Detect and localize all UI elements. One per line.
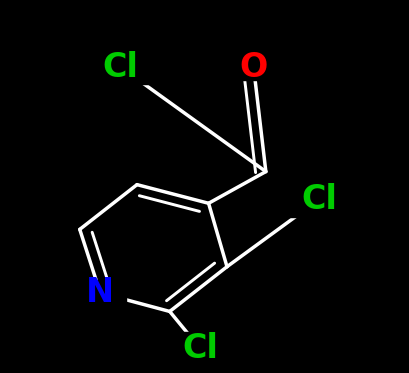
- Bar: [281, 182, 357, 217]
- Text: Cl: Cl: [301, 183, 337, 216]
- Text: Cl: Cl: [103, 51, 139, 84]
- Bar: [163, 332, 238, 366]
- Bar: [74, 280, 126, 306]
- Bar: [227, 54, 280, 80]
- Text: O: O: [239, 51, 268, 84]
- Bar: [83, 50, 158, 84]
- Text: N: N: [86, 276, 114, 309]
- Text: Cl: Cl: [182, 332, 218, 365]
